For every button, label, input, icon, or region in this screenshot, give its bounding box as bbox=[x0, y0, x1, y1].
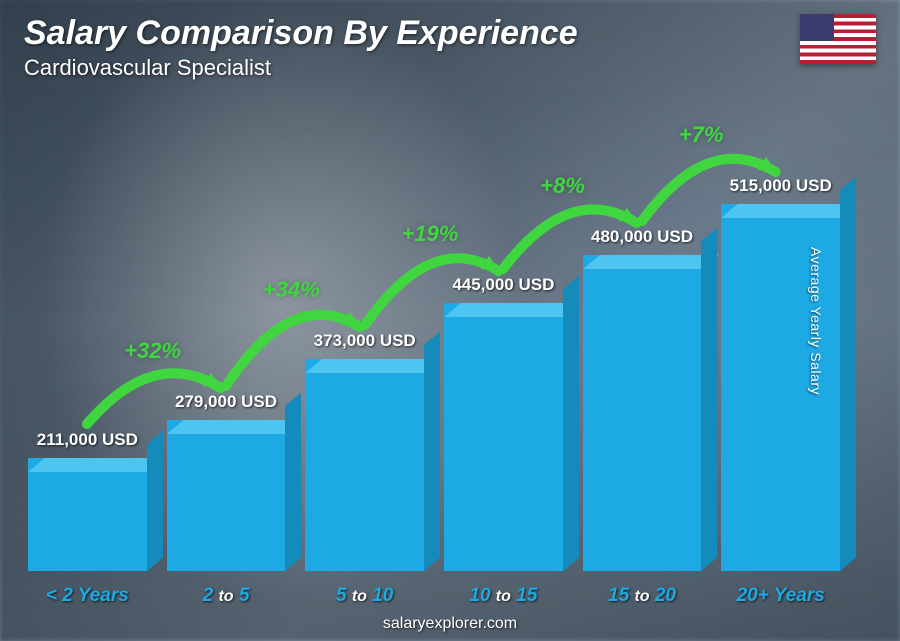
bar-3d bbox=[583, 255, 702, 571]
title-block: Salary Comparison By Experience Cardiova… bbox=[24, 14, 578, 81]
bar-3d bbox=[305, 359, 424, 571]
us-flag-icon bbox=[800, 14, 876, 64]
footer-attribution: salaryexplorer.com bbox=[0, 615, 900, 633]
header: Salary Comparison By Experience Cardiova… bbox=[24, 14, 876, 81]
x-axis-label: 15 to 20 bbox=[583, 585, 702, 607]
x-axis-label: 20+ Years bbox=[721, 585, 840, 607]
bar-value-label: 373,000 USD bbox=[314, 331, 416, 351]
page-subtitle: Cardiovascular Specialist bbox=[24, 55, 578, 81]
bar-column: 279,000 USD bbox=[167, 392, 286, 571]
x-axis-label: < 2 Years bbox=[28, 585, 147, 607]
x-axis-label: 2 to 5 bbox=[167, 585, 286, 607]
bar-chart: 211,000 USD 279,000 USD 373,000 USD 445,000… bbox=[28, 100, 840, 571]
bar-3d bbox=[444, 303, 563, 571]
bar-column: 373,000 USD bbox=[305, 331, 424, 571]
bar-3d bbox=[167, 420, 286, 571]
bar-column: 445,000 USD bbox=[444, 275, 563, 571]
x-axis-label: 5 to 10 bbox=[305, 585, 424, 607]
bar-3d bbox=[28, 458, 147, 571]
x-axis-labels: < 2 Years 2 to 5 5 to 10 10 to 15 15 to 20 20… bbox=[28, 585, 840, 607]
x-axis-label: 10 to 15 bbox=[444, 585, 563, 607]
y-axis-label: Average Yearly Salary bbox=[808, 247, 824, 395]
page-title: Salary Comparison By Experience bbox=[24, 14, 578, 53]
bar-value-label: 279,000 USD bbox=[175, 392, 277, 412]
bar-value-label: 445,000 USD bbox=[452, 275, 554, 295]
bar-column: 480,000 USD bbox=[583, 227, 702, 571]
bar-value-label: 480,000 USD bbox=[591, 227, 693, 247]
bar-value-label: 211,000 USD bbox=[37, 430, 138, 450]
bar-value-label: 515,000 USD bbox=[730, 176, 832, 196]
bar-column: 211,000 USD bbox=[28, 430, 147, 571]
